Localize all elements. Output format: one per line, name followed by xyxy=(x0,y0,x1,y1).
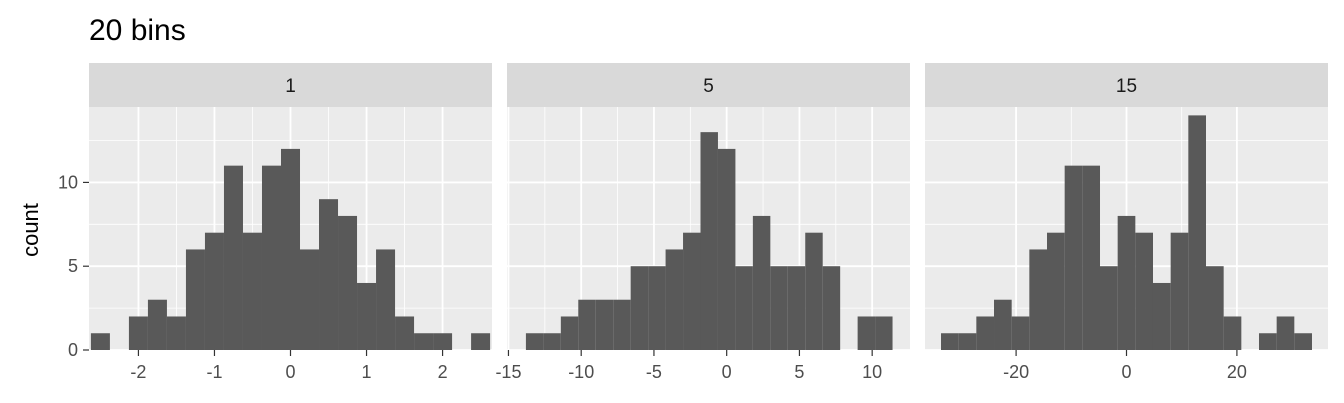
histogram-bar xyxy=(578,299,596,350)
histogram-bar xyxy=(857,316,876,350)
histogram-bar xyxy=(875,316,893,350)
histogram-bar xyxy=(357,282,377,350)
histogram-bar xyxy=(1064,165,1083,350)
histogram-bar xyxy=(735,266,753,350)
histogram-bar xyxy=(242,232,262,350)
histogram-bar xyxy=(560,316,579,350)
y-tick-label: 5 xyxy=(68,256,78,276)
facet-strip xyxy=(89,63,492,107)
facet-panel-15: 15 -20 0 20 xyxy=(925,63,1328,382)
x-tick-label: 20 xyxy=(1227,362,1247,382)
facet-panel-5: 5 -15 -10 -5 0 5 10 xyxy=(495,63,910,382)
histogram-bar xyxy=(630,266,649,350)
histogram-bar xyxy=(1294,333,1312,350)
histogram-bar xyxy=(787,266,806,350)
histogram-bar xyxy=(338,215,358,350)
histogram-bar xyxy=(414,333,434,350)
histogram-bar xyxy=(700,132,718,350)
histogram-bar xyxy=(1082,165,1101,350)
x-tick-label: 0 xyxy=(722,362,732,382)
x-tick-label: -5 xyxy=(646,362,662,382)
histogram-bar xyxy=(1100,266,1118,350)
histogram-bar xyxy=(433,333,453,350)
histogram-bar xyxy=(376,249,396,350)
histogram-bar xyxy=(1170,232,1189,350)
histogram-bar xyxy=(300,249,320,350)
chart-title: 20 bins xyxy=(89,14,186,47)
histogram-bar xyxy=(717,148,736,350)
histogram-bar xyxy=(1258,333,1277,350)
histogram-bar xyxy=(319,199,339,350)
histogram-bar xyxy=(683,232,701,350)
x-tick-label: -20 xyxy=(1003,362,1029,382)
y-axis-label: count xyxy=(18,203,43,257)
histogram-bar xyxy=(395,316,415,350)
facet-strip xyxy=(925,63,1328,107)
facet-panel-1: 1 -2 -1 0 1 2 0 5 10 xyxy=(58,63,492,382)
facet-strip-label: 5 xyxy=(703,76,714,97)
histogram-bar xyxy=(1117,215,1136,350)
histogram-bar xyxy=(595,299,614,350)
x-tick-label: 2 xyxy=(438,362,448,382)
x-tick-label: 0 xyxy=(285,362,295,382)
histogram-bar xyxy=(648,266,666,350)
histogram-bar xyxy=(223,165,243,350)
x-tick-label: 5 xyxy=(794,362,804,382)
histogram-bar xyxy=(805,232,823,350)
facet-strip xyxy=(507,63,910,107)
histogram-bar xyxy=(1152,282,1171,350)
histogram-bar xyxy=(1223,316,1242,350)
histogram-bar xyxy=(770,266,788,350)
x-tick-label: 0 xyxy=(1121,362,1131,382)
histogram-bar xyxy=(941,333,959,350)
x-tick-label: 1 xyxy=(362,362,372,382)
x-tick-label: -15 xyxy=(495,362,521,382)
histogram-bar xyxy=(147,299,167,350)
x-tick-label: 10 xyxy=(862,362,882,382)
histogram-bar xyxy=(1135,232,1153,350)
histogram-bar xyxy=(90,333,110,350)
histogram-bar xyxy=(1029,249,1048,350)
histogram-bar xyxy=(261,165,281,350)
histogram-bar xyxy=(1047,232,1065,350)
histogram-bar xyxy=(204,232,224,350)
histogram-bar xyxy=(976,316,995,350)
facet-strip-label: 1 xyxy=(285,76,296,97)
facet-strip-label: 15 xyxy=(1116,76,1137,97)
histogram-bar xyxy=(471,333,491,350)
histogram-bar xyxy=(1011,316,1030,350)
histogram-bar xyxy=(166,316,186,350)
histogram-bar xyxy=(525,333,544,350)
histogram-bar xyxy=(280,148,301,350)
histogram-bar xyxy=(1188,115,1206,351)
y-tick-label: 10 xyxy=(58,172,78,192)
histogram-bar xyxy=(958,333,977,350)
histogram-bar xyxy=(752,215,771,350)
histogram-bar xyxy=(1205,266,1224,350)
x-tick-label: -1 xyxy=(206,362,222,382)
histogram-bar xyxy=(128,316,148,350)
histogram-bar xyxy=(543,333,561,350)
histogram-bar xyxy=(613,299,631,350)
histogram-bar xyxy=(994,299,1012,350)
x-tick-label: -10 xyxy=(568,362,594,382)
y-tick-label: 0 xyxy=(68,340,78,360)
histogram-bar xyxy=(822,266,841,350)
histogram-bar xyxy=(665,249,684,350)
histogram-bar xyxy=(1276,316,1295,350)
histogram-bar xyxy=(185,249,205,350)
x-tick-label: -2 xyxy=(130,362,146,382)
